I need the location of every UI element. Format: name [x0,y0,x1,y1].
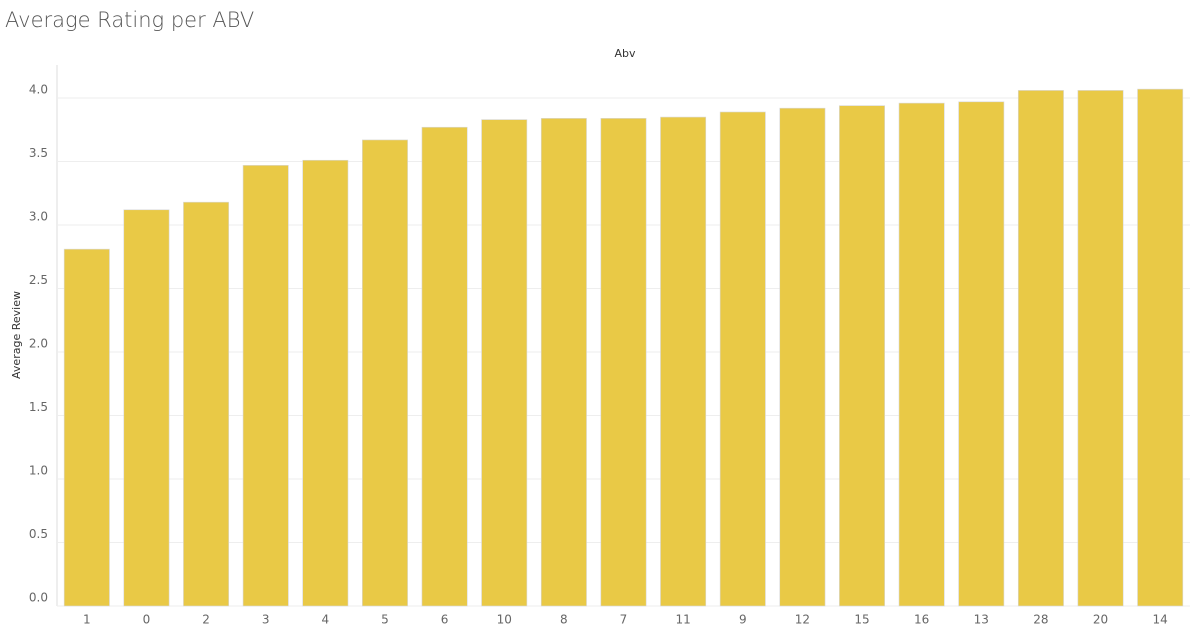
y-axis-title: Average Review [10,291,23,379]
x-tick-label: 10 [497,613,512,627]
y-tick-label: 4.0 [29,83,48,97]
x-tick-label: 15 [854,613,869,627]
x-tick-label: 16 [914,613,929,627]
x-tick-label: 0 [143,613,151,627]
x-tick-label: 2 [202,613,210,627]
x-tick-label: 9 [739,613,747,627]
bar [1017,90,1064,607]
x-tick-label: 7 [620,613,628,627]
x-tick-label: 3 [262,613,270,627]
bar [1077,90,1124,607]
bar [63,248,110,607]
bar [600,118,647,607]
x-tick-label: 28 [1033,613,1048,627]
x-tick-label: 11 [675,613,690,627]
x-header: Abv [614,47,636,60]
bar [242,165,289,607]
bar [660,116,707,607]
bar [123,209,170,607]
y-tick-label: 3.5 [29,146,48,160]
bar [779,107,826,607]
chart-title: Average Rating per ABV [5,8,254,32]
x-tick-label: 4 [322,613,330,627]
bar [302,159,349,607]
bar [1137,88,1184,607]
y-tick-label: 0.5 [29,527,48,541]
y-tick-label: 1.5 [29,400,48,414]
x-tick-label: 1 [83,613,91,627]
x-tick-label: 8 [560,613,568,627]
x-tick-label: 12 [795,613,810,627]
y-tick-label: 3.0 [29,210,48,224]
x-tick-label: 5 [381,613,389,627]
bar [898,102,945,607]
bar [421,126,468,607]
bar [839,105,885,607]
x-tick-label: 20 [1093,613,1108,627]
x-tick-label: 6 [441,613,449,627]
bar [719,111,766,607]
y-tick-label: 2.5 [29,273,48,287]
x-tick-label: 14 [1153,613,1168,627]
bar [362,139,408,607]
bar [481,119,528,607]
y-tick-label: 1.0 [29,464,48,478]
x-tick-label: 13 [974,613,989,627]
bar [958,101,1005,607]
bar [540,118,587,607]
y-tick-label: 2.0 [29,337,48,351]
y-tick-label: 0.0 [29,591,48,605]
bar [183,201,230,607]
